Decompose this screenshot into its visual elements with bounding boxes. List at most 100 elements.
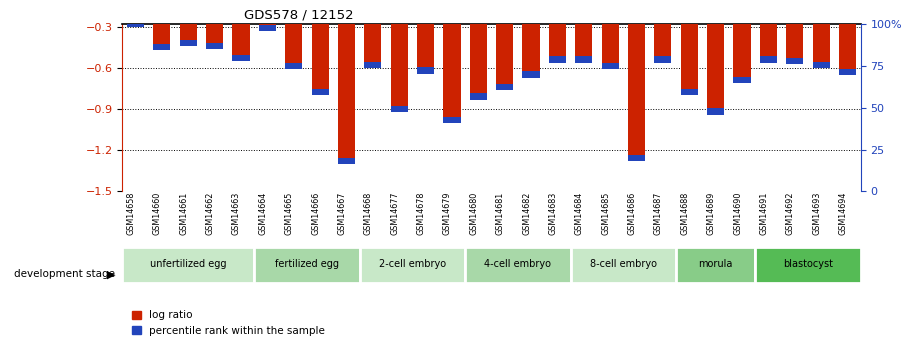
Bar (179, 40, 197, 46)
Text: development stage: development stage (14, 269, 114, 279)
Text: ▶: ▶ (108, 269, 116, 279)
Text: GSM14664: GSM14664 (258, 191, 267, 235)
Bar (364, 0, 381, 62)
Bar (654, 56, 671, 62)
Bar (312, 0, 329, 89)
Bar (523, 0, 540, 71)
Bar (813, 0, 830, 62)
FancyBboxPatch shape (122, 247, 255, 283)
Legend: log ratio, percentile rank within the sample: log ratio, percentile rank within the sa… (128, 306, 330, 340)
Bar (285, 63, 303, 69)
Bar (628, 155, 645, 161)
FancyBboxPatch shape (756, 247, 861, 283)
Bar (786, 0, 804, 58)
FancyBboxPatch shape (255, 247, 360, 283)
Text: 2-cell embryo: 2-cell embryo (379, 259, 446, 269)
Text: GSM14681: GSM14681 (496, 191, 505, 235)
Text: unfertilized egg: unfertilized egg (150, 259, 226, 269)
Bar (813, 62, 830, 68)
Text: GSM14658: GSM14658 (127, 191, 136, 235)
Text: GSM14682: GSM14682 (522, 191, 531, 235)
Bar (839, 0, 856, 69)
Bar (179, 0, 197, 40)
Text: GSM14663: GSM14663 (232, 191, 241, 235)
Bar (364, 62, 381, 68)
Bar (153, 44, 170, 50)
Bar (734, 77, 750, 83)
Bar (549, 56, 566, 62)
Bar (417, 0, 434, 67)
FancyBboxPatch shape (676, 247, 756, 283)
Bar (390, 106, 408, 112)
Bar (469, 0, 487, 93)
Text: GSM14691: GSM14691 (759, 191, 768, 235)
Bar (549, 0, 566, 56)
Text: fertilized egg: fertilized egg (275, 259, 339, 269)
Text: GSM14678: GSM14678 (417, 191, 426, 235)
Bar (206, 0, 223, 43)
Bar (390, 0, 408, 106)
Text: GSM14665: GSM14665 (284, 191, 294, 235)
Bar (259, 25, 276, 31)
Text: blastocyst: blastocyst (783, 259, 833, 269)
Bar (127, 21, 144, 27)
Bar (575, 56, 593, 62)
Bar (443, 0, 460, 117)
FancyBboxPatch shape (360, 247, 465, 283)
Text: GSM14660: GSM14660 (153, 191, 162, 235)
Bar (839, 69, 856, 75)
Bar (496, 0, 514, 84)
Bar (312, 89, 329, 96)
Bar (707, 108, 724, 115)
Bar (233, 55, 249, 61)
Text: GSM14694: GSM14694 (839, 191, 847, 235)
Text: GSM14668: GSM14668 (364, 191, 373, 235)
Bar (206, 43, 223, 49)
Bar (338, 158, 355, 164)
Text: GSM14684: GSM14684 (574, 191, 583, 235)
Text: morula: morula (699, 259, 733, 269)
Bar (233, 0, 249, 55)
Text: GSM14692: GSM14692 (786, 191, 795, 235)
FancyBboxPatch shape (571, 247, 676, 283)
Text: GSM14683: GSM14683 (548, 191, 557, 235)
Bar (496, 84, 514, 90)
Bar (602, 0, 619, 63)
Bar (654, 0, 671, 56)
Text: GSM14693: GSM14693 (812, 191, 821, 235)
Bar (417, 67, 434, 73)
FancyBboxPatch shape (465, 247, 571, 283)
Text: 8-cell embryo: 8-cell embryo (590, 259, 657, 269)
Bar (127, 0, 144, 21)
Text: GSM14679: GSM14679 (443, 191, 452, 235)
Text: GSM14667: GSM14667 (337, 191, 346, 235)
Text: GSM14677: GSM14677 (390, 191, 400, 235)
Bar (707, 0, 724, 108)
Text: GSM14689: GSM14689 (707, 191, 716, 235)
Bar (602, 63, 619, 69)
Bar (285, 0, 303, 63)
Bar (680, 89, 698, 96)
Bar (680, 0, 698, 89)
Bar (259, 0, 276, 25)
Bar (734, 0, 750, 77)
Text: GDS578 / 12152: GDS578 / 12152 (245, 9, 353, 22)
Bar (469, 93, 487, 100)
Text: GSM14666: GSM14666 (311, 191, 320, 235)
Bar (786, 58, 804, 64)
Text: GSM14687: GSM14687 (654, 191, 663, 235)
Text: GSM14690: GSM14690 (733, 191, 742, 235)
Text: 4-cell embryo: 4-cell embryo (485, 259, 552, 269)
Text: GSM14686: GSM14686 (628, 191, 637, 235)
Bar (760, 56, 777, 62)
Bar (153, 0, 170, 44)
Text: GSM14661: GSM14661 (179, 191, 188, 235)
Text: GSM14685: GSM14685 (602, 191, 610, 235)
Text: GSM14688: GSM14688 (680, 191, 689, 235)
Text: GSM14680: GSM14680 (469, 191, 478, 235)
Bar (523, 71, 540, 78)
Bar (575, 0, 593, 56)
Bar (628, 0, 645, 155)
Bar (443, 117, 460, 123)
Bar (338, 0, 355, 158)
